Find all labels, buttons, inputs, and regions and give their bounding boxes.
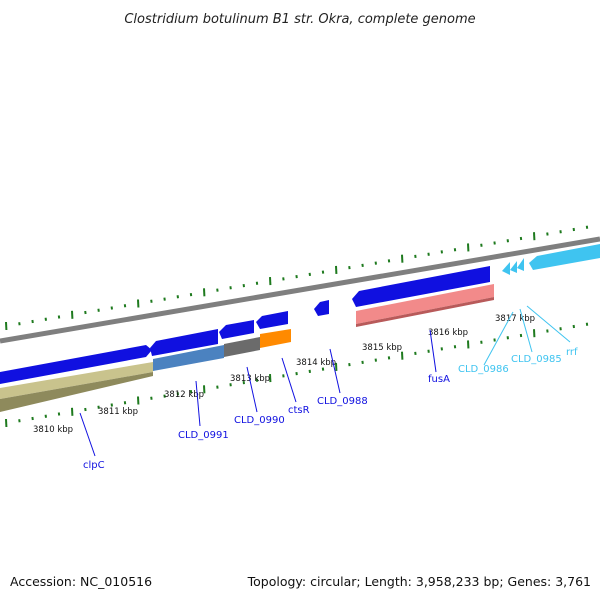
gene-label-cld0986[interactable]: CLD_0986 — [458, 364, 509, 375]
gene-arrow-fusa-top[interactable] — [352, 266, 490, 307]
topology-text: Topology: circular; Length: 3,958,233 bp… — [247, 574, 591, 589]
gene-label-cld0991[interactable]: CLD_0991 — [178, 430, 229, 441]
gene-arrow-cld0990-top[interactable] — [219, 320, 254, 339]
kbp-label: 3811 kbp — [98, 407, 138, 417]
gene-arrow-rrf-small[interactable] — [517, 258, 524, 271]
accession-text: Accession: NC_010516 — [10, 574, 152, 589]
gene-block-olive-shade — [0, 372, 153, 412]
gene-arrow-cld0988[interactable] — [314, 300, 329, 316]
kbp-label: 3810 kbp — [33, 425, 73, 435]
gene-arrow-cld0986[interactable] — [502, 262, 510, 275]
genome-backbone — [0, 236, 600, 344]
gene-arrow-cld0985[interactable] — [510, 261, 517, 273]
gene-label-cld0990[interactable]: CLD_0990 — [234, 415, 285, 426]
kbp-label: 3814 kbp — [296, 358, 336, 368]
gene-block-steel — [153, 345, 224, 371]
gene-label-fusA[interactable]: fusA — [428, 374, 450, 385]
gene-label-clpC[interactable]: clpC — [83, 460, 105, 471]
kbp-label: 3815 kbp — [362, 343, 402, 353]
gene-arrow-ctsr-top[interactable] — [256, 311, 288, 329]
gene-label-rrf[interactable]: rrf — [566, 347, 578, 358]
gene-label-ctsR[interactable]: ctsR — [288, 405, 310, 416]
gene-block-olive — [0, 362, 153, 399]
gene-label-cld0988[interactable]: CLD_0988 — [317, 396, 368, 407]
inner-tick-marks — [5, 322, 589, 428]
kbp-label: 3817 kbp — [495, 314, 535, 324]
gene-block-gray — [224, 337, 260, 357]
gene-label-cld0985[interactable]: CLD_0985 — [511, 354, 562, 365]
kbp-label: 3812 kbp — [164, 390, 204, 400]
gene-block-orange — [260, 329, 291, 348]
gene-block-pink-shade — [356, 297, 494, 327]
label-leader-lines — [79, 305, 571, 457]
gene-arrow-cld0991-top[interactable] — [150, 329, 218, 356]
gene-arrow-clpC[interactable] — [0, 345, 152, 384]
kbp-label: 3816 kbp — [428, 328, 468, 338]
map-title: Clostridium botulinum B1 str. Okra, comp… — [124, 12, 475, 27]
gene-block-pink — [356, 284, 494, 324]
gene-labels: clpC CLD_0991 CLD_0990 ctsR CLD_0988 fus… — [83, 347, 578, 471]
gene-arrow-rrf[interactable] — [529, 244, 600, 270]
feature-track — [0, 244, 600, 412]
outer-tick-marks — [5, 225, 589, 331]
